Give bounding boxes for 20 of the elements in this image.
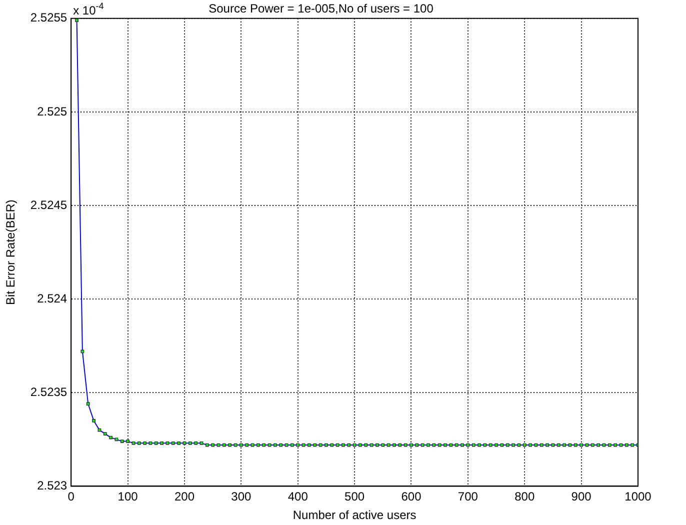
x-axis-title: Number of active users xyxy=(292,508,416,522)
y-tick-label: 2.523 xyxy=(37,478,68,493)
y-tick-label: 2.524 xyxy=(37,291,68,306)
x-tick-label: 0 xyxy=(68,490,75,504)
x-tick-label: 900 xyxy=(571,490,592,504)
y-tick-label: 2.5245 xyxy=(30,198,68,212)
x-tick-label: 800 xyxy=(514,490,535,504)
x-tick-label: 600 xyxy=(401,490,422,504)
chart-title: Source Power = 1e-005,No of users = 100 xyxy=(208,2,434,16)
y-axis-title: Bit Error Rate(BER) xyxy=(4,200,18,305)
y-tick-label: 2.5235 xyxy=(30,384,68,399)
x-tick-label: 200 xyxy=(174,490,195,504)
x-tick-label: 100 xyxy=(118,490,138,504)
x-tick-label: 300 xyxy=(231,490,252,504)
y-tick-label: 2.5255 xyxy=(30,10,68,25)
y-tick-label: 2.525 xyxy=(37,104,68,118)
x-tick-label: 400 xyxy=(288,490,308,504)
x-tick-label: 700 xyxy=(458,490,478,504)
x-tick-label: 500 xyxy=(344,490,365,504)
x-tick-label: 1000 xyxy=(624,490,652,504)
